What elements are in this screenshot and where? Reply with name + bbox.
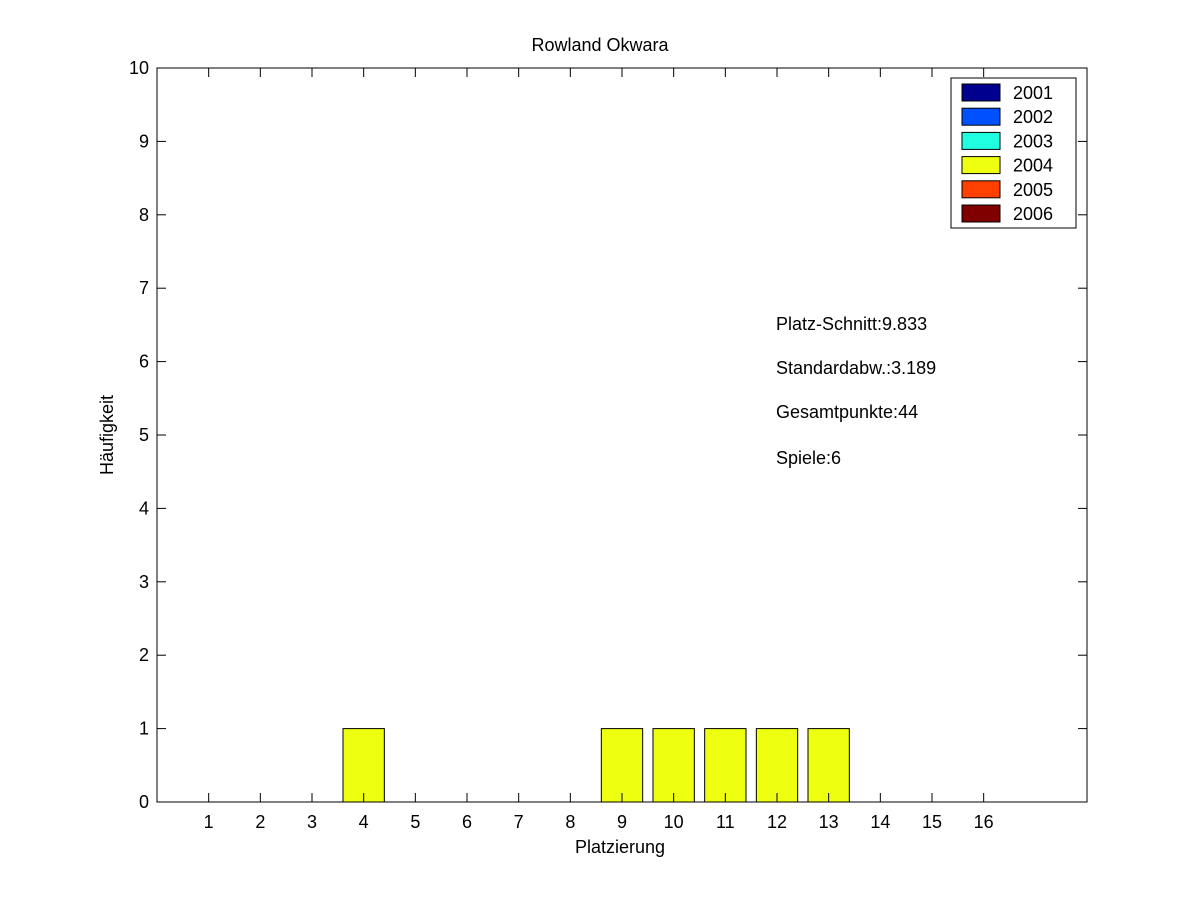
x-tick-label: 16 — [974, 812, 994, 832]
x-tick-label: 3 — [307, 812, 317, 832]
legend-swatch-2003 — [961, 131, 1001, 150]
legend-label-2002: 2002 — [1013, 107, 1053, 127]
y-tick-label: 6 — [139, 352, 149, 372]
x-tick-label: 4 — [359, 812, 369, 832]
x-tick-label: 8 — [565, 812, 575, 832]
x-tick-label: 13 — [819, 812, 839, 832]
x-tick-label: 11 — [716, 812, 735, 832]
legend-label-2006: 2006 — [1013, 204, 1053, 224]
legend-label-2005: 2005 — [1013, 180, 1053, 200]
y-axis-label: Häufigkeit — [97, 395, 117, 475]
annotation-spiele: Spiele:6 — [776, 448, 841, 468]
bar-2004-11 — [704, 728, 747, 803]
legend-label-2004: 2004 — [1013, 156, 1053, 176]
x-tick-label: 15 — [922, 812, 942, 832]
legend-swatch-2004 — [961, 156, 1001, 175]
x-tick-label: 6 — [462, 812, 472, 832]
x-axis-label: Platzierung — [575, 837, 665, 857]
y-tick-label: 7 — [139, 278, 149, 298]
annotation-gesamtpunkte: Gesamtpunkte:44 — [776, 402, 918, 422]
y-tick-label: 1 — [139, 719, 149, 739]
y-tick-label: 4 — [139, 498, 149, 518]
y-tick-label: 10 — [129, 58, 149, 78]
y-tick-label: 5 — [139, 425, 149, 445]
y-tick-label: 9 — [139, 131, 149, 151]
x-tick-labels: 1 2 3 4 5 6 7 8 9 10 11 12 13 14 15 16 — [204, 812, 994, 832]
y-tick-label: 2 — [139, 645, 149, 665]
bar-2004-12 — [755, 728, 799, 803]
plot-area-frame — [156, 67, 1088, 803]
y-tick-label: 0 — [139, 792, 149, 812]
annotation-platz-schnitt: Platz-Schnitt:9.833 — [776, 314, 927, 334]
bar-2004-10 — [652, 728, 695, 803]
legend-label-2003: 2003 — [1013, 131, 1053, 151]
legend-box — [950, 77, 1077, 229]
x-tick-label: 5 — [410, 812, 420, 832]
y-tick-label: 8 — [139, 205, 149, 225]
bars-group — [342, 728, 850, 803]
tick-marks — [157, 67, 1087, 803]
x-tick-label: 1 — [204, 812, 214, 832]
legend-swatch-2006 — [961, 204, 1001, 223]
bar-2004-13 — [807, 728, 850, 803]
bar-2004-9 — [600, 728, 644, 803]
x-tick-label: 7 — [514, 812, 524, 832]
statistics-annotations: Platz-Schnitt:9.833 Standardabw.:3.189 G… — [776, 314, 936, 468]
bar-2004-4 — [342, 728, 385, 803]
x-tick-label: 12 — [767, 812, 787, 832]
y-tick-label: 3 — [139, 572, 149, 592]
x-tick-label: 9 — [617, 812, 627, 832]
annotation-standardabw: Standardabw.:3.189 — [776, 358, 936, 378]
legend-label-2001: 2001 — [1013, 83, 1053, 103]
legend-swatch-2001 — [961, 83, 1001, 102]
chart-title: Rowland Okwara — [531, 35, 669, 55]
legend: 2001 2002 2003 2004 2005 2006 — [950, 77, 1077, 229]
x-tick-label: 10 — [664, 812, 684, 832]
legend-swatch-2005 — [961, 180, 1001, 199]
y-tick-labels: 0 1 2 3 4 5 6 7 8 9 10 — [129, 58, 149, 812]
x-tick-label: 2 — [255, 812, 265, 832]
x-tick-label: 14 — [870, 812, 890, 832]
legend-swatch-2002 — [961, 107, 1001, 126]
